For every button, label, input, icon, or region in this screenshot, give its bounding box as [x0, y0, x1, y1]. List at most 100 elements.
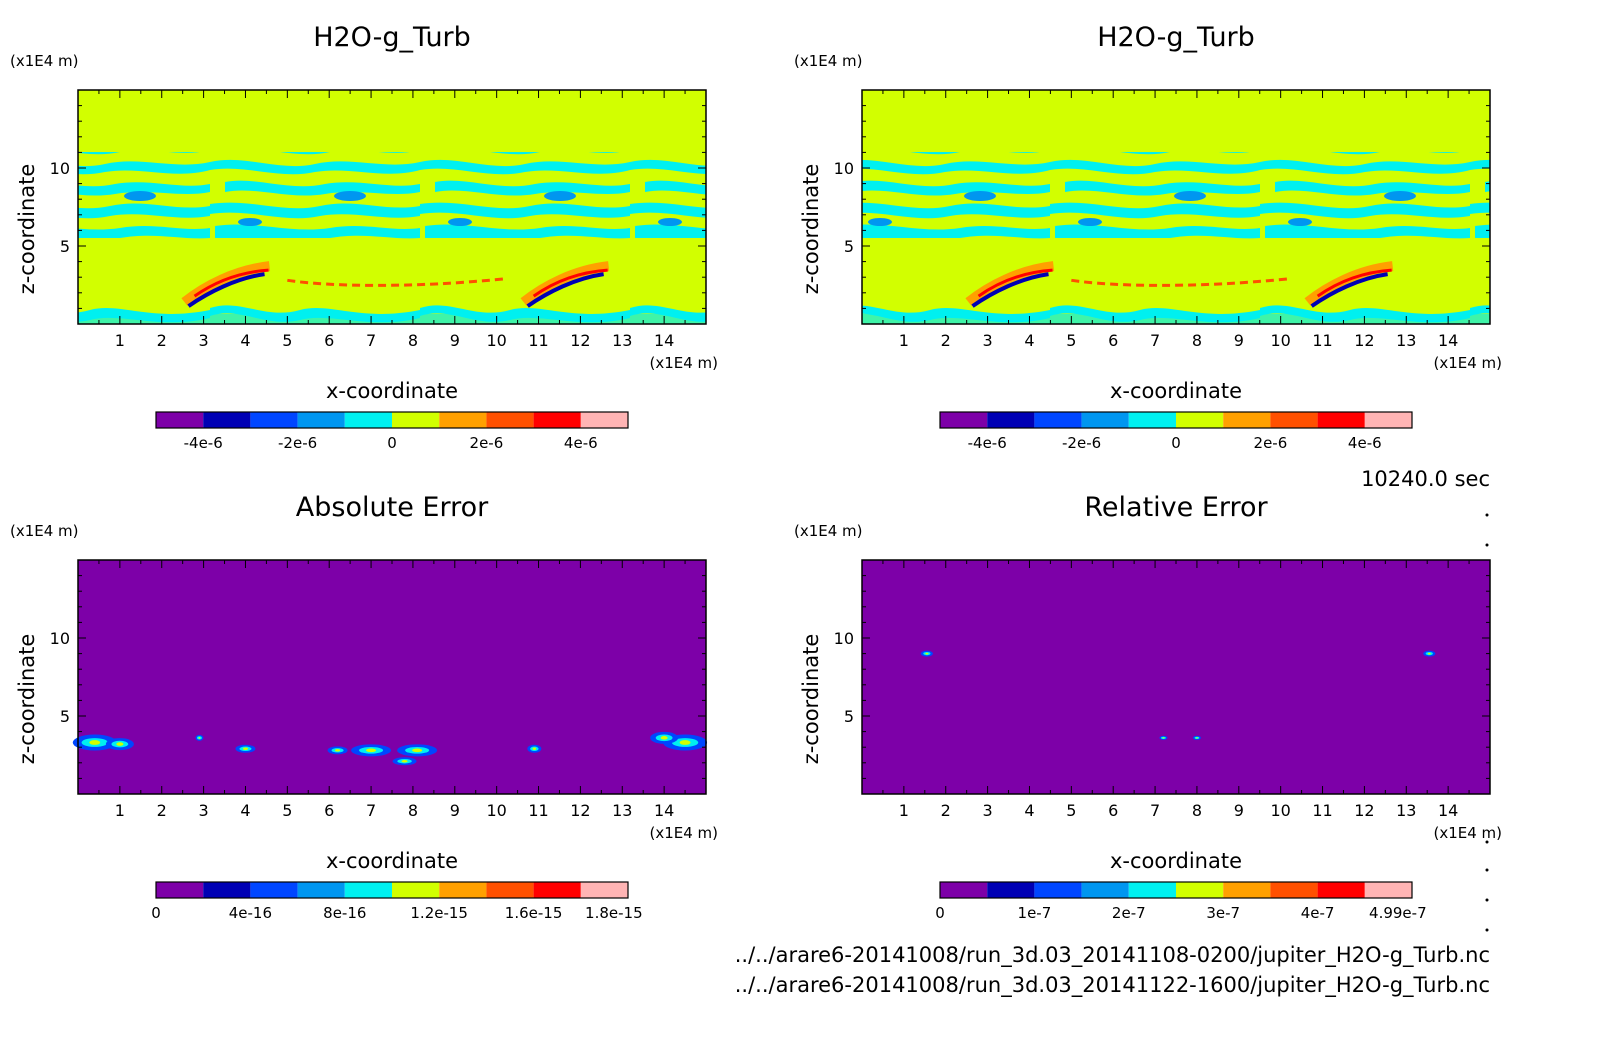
- colorbar-tick-label: 2e-7: [1112, 904, 1146, 922]
- error-patch: [392, 757, 417, 766]
- colorbar: -4e-6 -2e-6 0 2e-6 4e-6: [939, 411, 1413, 452]
- error-patch: [105, 738, 134, 751]
- x-axis-label: x-coordinate: [1110, 849, 1242, 873]
- chart-title: H2O-g_Turb: [313, 22, 471, 53]
- x-unit-label: (x1E4 m): [1433, 824, 1502, 842]
- field-fill: [78, 560, 706, 794]
- x-tick-label: 9: [450, 331, 460, 350]
- colorbar-swatch: [297, 882, 345, 898]
- colorbar-swatch: [533, 412, 581, 428]
- plot-area: [862, 90, 1490, 324]
- wave-chain: [1071, 277, 1290, 287]
- chart-title: Absolute Error: [296, 492, 489, 523]
- colorbar-swatch: [1364, 412, 1412, 428]
- x-tick-label: 13: [1396, 331, 1416, 350]
- y-tick-label: 10: [834, 629, 854, 648]
- time-label: 10240.0 sec: [1361, 467, 1490, 491]
- x-tick-label: 8: [1192, 331, 1202, 350]
- colorbar-tick-label: 4e-6: [1348, 434, 1382, 452]
- colorbar-swatch: [1270, 882, 1318, 898]
- colorbar-tick-label: 0: [387, 434, 397, 452]
- x-tick-label: 1: [899, 801, 909, 820]
- x-tick-label: 7: [1150, 331, 1160, 350]
- colorbar-tick-label: 0: [1171, 434, 1181, 452]
- x-tick-label: 3: [199, 801, 209, 820]
- x-tick-label: 1: [899, 331, 909, 350]
- x-tick-label: 6: [1108, 801, 1118, 820]
- field-bottom-band: [78, 314, 706, 324]
- colorbar-frame: [155, 881, 629, 899]
- y-unit-label: (x1E4 m): [794, 52, 863, 70]
- colorbar-swatch: [392, 412, 440, 428]
- x-tick-label: 10: [486, 801, 506, 820]
- y-axis-label: z-coordinate: [15, 164, 39, 295]
- y-tick-label: 5: [844, 707, 854, 726]
- colorbar-swatch: [1176, 412, 1224, 428]
- y-unit-label: (x1E4 m): [10, 522, 79, 540]
- y-axis-label: z-coordinate: [799, 634, 823, 765]
- error-patch: [1192, 735, 1201, 740]
- x-axis-label: x-coordinate: [326, 379, 458, 403]
- error-patch: [72, 734, 117, 751]
- x-tick-label: 1: [115, 331, 125, 350]
- field-bottom-band: [862, 314, 1490, 324]
- x-tick-label: 4: [1024, 801, 1034, 820]
- x-tick-label: 5: [1066, 801, 1076, 820]
- y-tick-label: 5: [844, 237, 854, 256]
- colorbar-swatch: [1270, 412, 1318, 428]
- error-patch: [650, 731, 679, 744]
- colorbar-tick-label: -2e-6: [1062, 434, 1101, 452]
- colorbar-swatch: [580, 882, 628, 898]
- colorbar-swatch: [1364, 882, 1412, 898]
- field-upper-calm: [78, 90, 706, 152]
- x-tick-label: 14: [654, 331, 674, 350]
- panel-3: Absolute Error(x1E4 m)1 2 3 4 5 6 7 8 9 10 11 12 13 1…: [10, 492, 718, 922]
- wave-feature: [965, 261, 1055, 308]
- y-unit-label: (x1E4 m): [10, 52, 79, 70]
- x-tick-label: 12: [570, 331, 590, 350]
- colorbar-swatch: [1034, 412, 1082, 428]
- colorbar-frame: [939, 881, 1413, 899]
- x-unit-label: (x1E4 m): [1433, 354, 1502, 372]
- colorbar-tick-label: 2e-6: [470, 434, 504, 452]
- colorbar-tick-label: 1.2e-15: [410, 904, 468, 922]
- error-patch: [327, 746, 348, 755]
- margin-dot: [1485, 898, 1489, 902]
- x-tick-label: 9: [1234, 801, 1244, 820]
- x-tick-label: 12: [570, 801, 590, 820]
- colorbar-swatch: [392, 882, 440, 898]
- y-tick-label: 10: [834, 159, 854, 178]
- error-patch: [235, 744, 256, 753]
- x-tick-label: 5: [1066, 331, 1076, 350]
- plot-area: [72, 560, 708, 794]
- colorbar-tick-label: -4e-6: [184, 434, 223, 452]
- colorbar-swatch: [1223, 882, 1271, 898]
- colorbar-tick-label: -2e-6: [278, 434, 317, 452]
- x-tick-label: 5: [282, 801, 292, 820]
- file-path-2: ../../arare6-20141008/run_3d.03_20141122…: [735, 973, 1490, 998]
- error-patch: [397, 744, 438, 757]
- colorbar-tick-label: 0: [935, 904, 945, 922]
- x-tick-label: 10: [1270, 801, 1290, 820]
- wave-feature: [181, 261, 271, 308]
- plot-area: [862, 560, 1490, 794]
- colorbar-swatch: [1317, 882, 1365, 898]
- y-tick-label: 5: [60, 237, 70, 256]
- colorbar-swatch: [987, 412, 1035, 428]
- x-tick-label: 8: [408, 331, 418, 350]
- x-tick-label: 5: [282, 331, 292, 350]
- colorbar-swatch: [1128, 412, 1176, 428]
- x-tick-label: 9: [1234, 331, 1244, 350]
- colorbar-swatch: [940, 412, 988, 428]
- x-tick-label: 13: [612, 801, 632, 820]
- x-tick-label: 11: [528, 331, 548, 350]
- colorbar: 0 1e-7 2e-7 3e-7 4e-7 4.99e-7: [935, 881, 1427, 922]
- colorbar-tick-label: 1.8e-15: [585, 904, 643, 922]
- colorbar-swatch: [987, 882, 1035, 898]
- colorbar-swatch: [533, 882, 581, 898]
- y-unit-label: (x1E4 m): [794, 522, 863, 540]
- wave-feature: [1304, 261, 1394, 308]
- x-tick-label: 3: [983, 801, 993, 820]
- wave-feature: [520, 261, 610, 308]
- x-tick-label: 8: [1192, 801, 1202, 820]
